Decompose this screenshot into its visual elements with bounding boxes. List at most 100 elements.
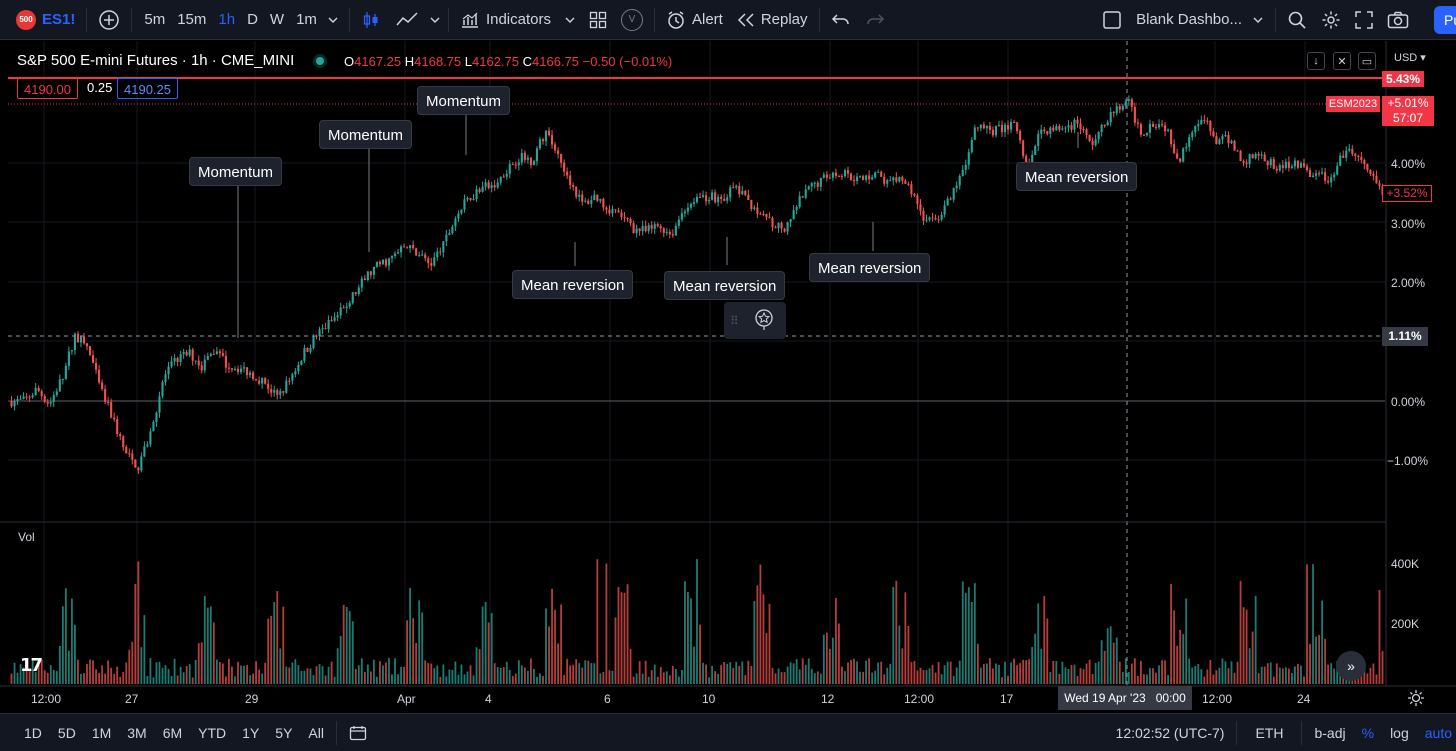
volume-bar bbox=[1260, 666, 1263, 684]
replay-button[interactable]: Replay bbox=[730, 0, 815, 40]
candle-body bbox=[291, 374, 294, 381]
chevron-down-icon[interactable] bbox=[426, 0, 444, 40]
timeframe-1m[interactable]: 1m bbox=[296, 11, 317, 28]
volume-bar bbox=[723, 661, 726, 684]
camera-icon[interactable] bbox=[1380, 0, 1416, 40]
mean-reversion-callout[interactable]: Mean reversion bbox=[512, 270, 634, 299]
undo-icon[interactable] bbox=[824, 0, 858, 40]
volume-bar bbox=[125, 662, 128, 684]
buy-price-button[interactable]: 4190.25 bbox=[117, 78, 178, 99]
range-1d[interactable]: 1D bbox=[24, 724, 42, 741]
candle-body bbox=[955, 185, 958, 189]
candle-body bbox=[1064, 127, 1067, 129]
volume-bar bbox=[439, 676, 442, 684]
candle-body bbox=[1212, 131, 1215, 137]
arrow-down-icon[interactable]: ↓ bbox=[1307, 52, 1325, 70]
timeframe-w[interactable]: W bbox=[269, 11, 285, 28]
percent-scale-toggle[interactable]: % bbox=[1361, 724, 1375, 741]
chart-canvas[interactable] bbox=[0, 41, 1456, 713]
momentum-callout[interactable]: Momentum bbox=[319, 120, 413, 149]
volume-bar bbox=[780, 672, 783, 684]
mean-reversion-callout[interactable]: Mean reversion bbox=[809, 253, 931, 282]
range-5y[interactable]: 5Y bbox=[275, 724, 293, 741]
fullscreen-icon[interactable] bbox=[1348, 0, 1380, 40]
range-ytd[interactable]: YTD bbox=[198, 724, 227, 741]
volume-bar bbox=[853, 658, 855, 684]
volume-bar bbox=[943, 665, 946, 684]
range-1y[interactable]: 1Y bbox=[242, 724, 260, 741]
volume-bar bbox=[197, 643, 200, 684]
high-label: H bbox=[404, 54, 415, 69]
candle-body bbox=[910, 184, 913, 195]
range-5d[interactable]: 5D bbox=[57, 724, 76, 741]
mean-reversion-callout[interactable]: Mean reversion bbox=[664, 271, 786, 300]
search-icon[interactable] bbox=[1280, 0, 1314, 40]
chevron-down-icon[interactable] bbox=[558, 0, 582, 40]
templates-grid-icon[interactable] bbox=[582, 0, 614, 40]
volume-bar bbox=[1149, 668, 1151, 684]
volume-bar bbox=[303, 670, 306, 684]
chevron-down-icon[interactable] bbox=[323, 14, 343, 26]
volume-title[interactable]: Vol bbox=[18, 530, 35, 544]
candle-body bbox=[1266, 161, 1269, 166]
momentum-callout[interactable]: Momentum bbox=[189, 157, 283, 186]
tradingview-logo-icon[interactable]: 17 bbox=[20, 655, 43, 676]
compare-add-icon[interactable] bbox=[91, 0, 127, 40]
open-value: 4167.25 bbox=[354, 54, 402, 69]
range-3m[interactable]: 3M bbox=[127, 724, 147, 741]
rewind-icon bbox=[737, 12, 755, 28]
favorite-star-icon[interactable] bbox=[754, 308, 774, 333]
timezone-clock[interactable]: 12:02:52 (UTC-7) bbox=[1115, 724, 1225, 741]
redo-icon[interactable] bbox=[858, 0, 892, 40]
candle-body bbox=[98, 369, 101, 383]
indicators-button[interactable]: Indicators bbox=[453, 0, 558, 40]
candles-icon[interactable] bbox=[354, 0, 388, 40]
alert-button[interactable]: Alert bbox=[659, 0, 730, 40]
date-range-icon[interactable] bbox=[341, 725, 375, 741]
publish-button[interactable]: Pu bbox=[1434, 6, 1456, 34]
symbol-title[interactable]: S&P 500 E-mini Futures · 1h · CME_MINI bbox=[17, 52, 325, 69]
range-all[interactable]: All bbox=[308, 724, 324, 741]
candle-body bbox=[653, 224, 656, 229]
mean-reversion-callout[interactable]: Mean reversion bbox=[1016, 162, 1138, 191]
candle-body bbox=[354, 292, 357, 295]
volume-bar bbox=[792, 663, 795, 684]
maximize-pane-icon[interactable]: ▭ bbox=[1358, 52, 1376, 70]
timeframe-d[interactable]: D bbox=[247, 11, 258, 28]
sell-price-button[interactable]: 4190.00 bbox=[17, 78, 78, 99]
timeframe-5m[interactable]: 5m bbox=[144, 11, 166, 28]
range-6m[interactable]: 6M bbox=[162, 724, 183, 741]
template-badge-icon[interactable]: V bbox=[614, 0, 650, 40]
volume-bar bbox=[460, 664, 463, 684]
timeframe-1h[interactable]: 1h bbox=[218, 11, 236, 28]
divider bbox=[818, 7, 820, 32]
volume-bar bbox=[194, 659, 197, 684]
candle-body bbox=[1127, 99, 1130, 101]
range-1m[interactable]: 1M bbox=[91, 724, 112, 741]
momentum-callout[interactable]: Momentum bbox=[417, 86, 511, 115]
volume-bar bbox=[143, 615, 146, 684]
session-toggle[interactable]: ETH bbox=[1255, 724, 1284, 741]
collapse-icon[interactable]: ✕ bbox=[1333, 52, 1351, 70]
volume-bar bbox=[856, 661, 858, 684]
price-chart[interactable] bbox=[0, 41, 1456, 713]
layout-selector[interactable]: Blank Dashbo... bbox=[1095, 0, 1271, 40]
floating-drawing-toolbar[interactable]: ⠿ bbox=[724, 302, 786, 339]
auto-scale-toggle[interactable]: auto bbox=[1424, 724, 1452, 741]
log-scale-toggle[interactable]: log bbox=[1390, 724, 1409, 741]
adjustment-toggle[interactable]: b-adj bbox=[1314, 724, 1346, 741]
timeframe-15m[interactable]: 15m bbox=[177, 11, 207, 28]
price-axis-label: 2.00% bbox=[1391, 276, 1426, 290]
gear-icon[interactable] bbox=[1314, 0, 1348, 40]
candle-body bbox=[164, 374, 167, 383]
candle-body bbox=[82, 336, 86, 344]
scroll-to-realtime-icon[interactable]: » bbox=[1336, 651, 1366, 681]
volume-bar bbox=[542, 675, 544, 684]
indicator-line-icon[interactable] bbox=[388, 0, 426, 40]
sun-settings-icon[interactable] bbox=[1407, 689, 1425, 710]
currency-selector[interactable]: USD ▾ bbox=[1394, 52, 1426, 64]
symbol-search[interactable]: 500 ES1! bbox=[0, 0, 82, 40]
volume-bar bbox=[548, 626, 550, 684]
candle-body bbox=[644, 225, 647, 232]
drag-handle-icon[interactable]: ⠿ bbox=[730, 313, 740, 328]
